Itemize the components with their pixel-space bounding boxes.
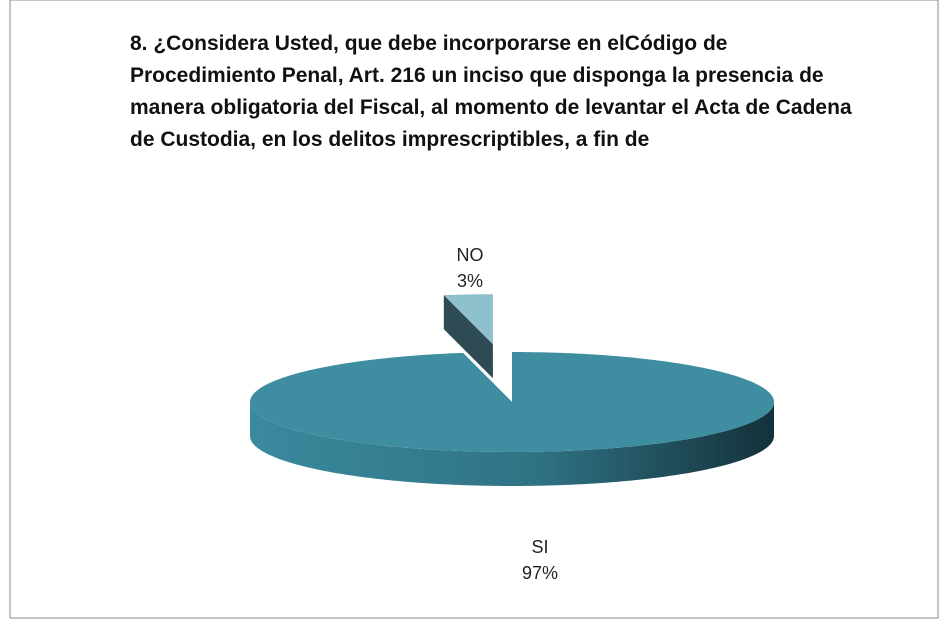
category-label: NO xyxy=(457,245,484,265)
value-label: 97% xyxy=(522,563,558,583)
slice-side xyxy=(443,295,493,379)
value-label: 3% xyxy=(457,271,483,291)
slice-top xyxy=(443,294,493,345)
category-label: SI xyxy=(531,537,548,557)
slice-wall xyxy=(250,402,774,486)
slice-top xyxy=(250,352,774,452)
chart-title: 8. ¿Considera Usted, que debe incorporar… xyxy=(130,32,852,151)
frame xyxy=(9,0,939,619)
